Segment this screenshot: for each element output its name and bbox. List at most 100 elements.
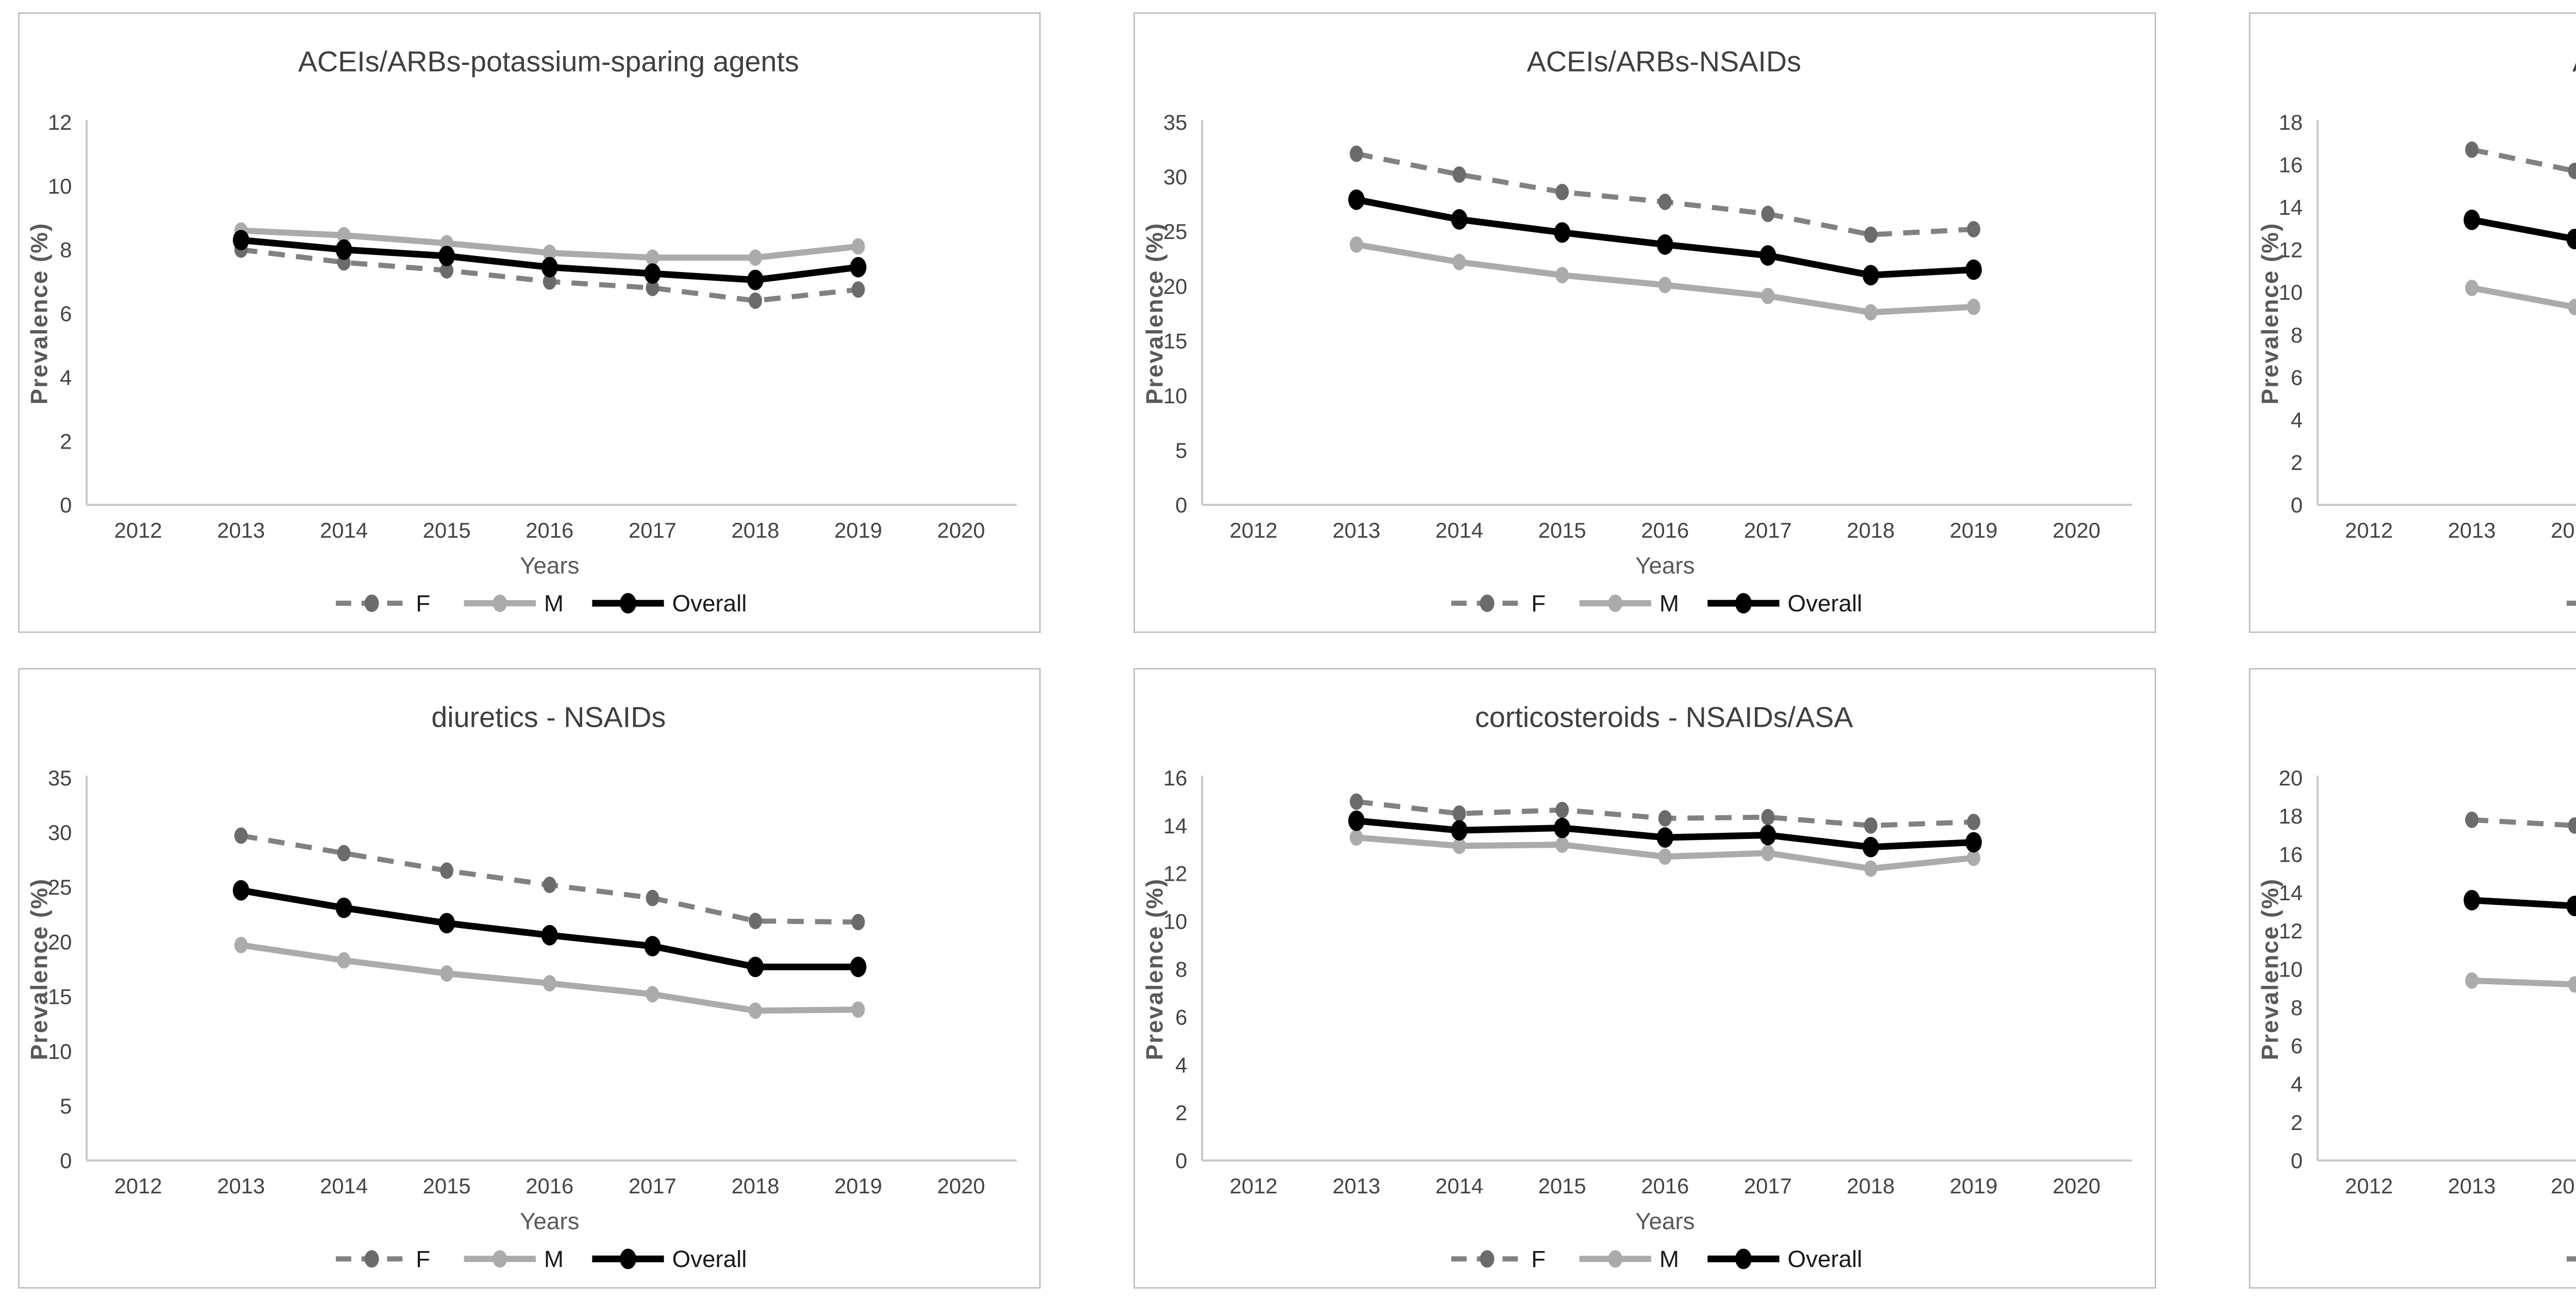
y-tick-label: 0 [1175,493,1187,517]
series-m [234,936,865,1019]
x-tick-label: 2017 [629,518,676,542]
data-point [1451,209,1468,230]
legend-item-f: F [335,590,430,617]
data-point [2463,209,2480,230]
y-tick-label: 10 [1163,384,1187,408]
y-tick-label: 10 [2279,957,2302,982]
x-tick-label: 2012 [114,1174,162,1198]
y-tick-label: 8 [60,238,72,262]
y-tick-label: 16 [2279,843,2302,867]
y-tick-label: 16 [1163,766,1187,790]
y-tick-label: 0 [60,1149,72,1173]
legend: F M Overall [1451,1246,1862,1272]
x-tick-label: 2013 [2448,1174,2496,1198]
legend-label: Overall [1788,590,1862,617]
legend-item-m: M [464,590,564,617]
data-point [1864,304,1878,321]
axes: 0 5 10 15 20 25 30 35 2012 2013 2014 2015 2016 2017 20… [1163,110,2132,542]
y-tick-label: 6 [1175,1005,1187,1029]
chart-panel-diuretics-nsaids: diuretics - NSAIDs 0 5 10 15 20 25 30 35 2012 201… [18,668,1041,1289]
data-point [2568,299,2576,316]
legend-label: Overall [1788,1246,1862,1272]
series-f [2465,811,2576,834]
y-tick-label: 30 [1163,165,1187,189]
y-axis-title: Prevalence (%) [26,222,53,404]
x-tick-label: 2018 [1847,518,1895,542]
y-tick-label: 2 [1175,1101,1187,1125]
x-tick-label: 2015 [423,518,471,542]
chart-panel-corticosteroids-nsaids-asa: corticosteroids - NSAIDs/ASA 0 2 4 6 8 10 12 14… [1133,668,2156,1289]
data-point [1761,845,1775,862]
y-tick-label: 14 [2279,195,2302,219]
x-tick-label: 2013 [2448,518,2496,542]
series-f [234,827,865,931]
data-point [543,244,556,261]
x-tick-label: 2019 [1950,518,1997,542]
chart-canvas-4: diuretics - NSAIDs 0 5 10 15 20 25 30 35 2012 201… [26,701,1017,1272]
y-tick-label: 4 [1175,1053,1187,1077]
data-point [335,897,352,918]
y-tick-label: 14 [1163,814,1187,838]
y-tick-label: 0 [1175,1149,1187,1173]
legend-label: F [416,590,430,617]
data-point [851,238,865,255]
data-point [2463,889,2480,911]
data-point [1349,236,1363,253]
y-tick-label: 25 [1163,219,1187,244]
legend-item-m: M [464,1246,564,1272]
x-tick-label: 2014 [2551,518,2576,542]
data-point [749,292,762,309]
data-point [851,914,865,931]
legend-item-f: F [335,1246,430,1272]
series-overall [232,230,867,290]
y-tick-label: 2 [60,429,72,453]
x-tick-label: 2013 [1332,1174,1380,1198]
x-tick-label: 2014 [1435,518,1483,542]
series-m [1349,829,1980,877]
series-m [2465,972,2576,993]
legend-label: M [544,590,564,617]
y-tick-label: 25 [48,875,72,899]
x-axis-title: Years [520,1208,579,1235]
series-m-line [2471,285,2576,311]
data-point [1862,265,1879,286]
data-point [851,1001,865,1018]
data-point [1658,810,1672,827]
chart-title: ACEIs/ARBs-NSAIDs [1527,45,1802,77]
data-point [646,986,659,1003]
legend-label: M [1659,1246,1679,1272]
y-axis-title: Prevalence (%) [1142,222,1168,404]
y-tick-label: 20 [2279,766,2302,790]
data-point [1452,253,1466,270]
data-point [438,246,455,266]
chart-title: ACEIs/ARBs-potassium-sparing agents [298,45,799,77]
y-tick-label: 12 [2279,238,2302,262]
y-tick-label: 8 [2291,996,2302,1020]
chart-title: ACEIs/ARBs+diuretics - NSAIDs [2572,45,2576,77]
data-point [543,273,556,290]
y-tick-label: 2 [2291,451,2302,475]
legend-label: M [544,1246,564,1272]
x-tick-label: 2014 [1435,1174,1483,1198]
data-point [234,936,248,953]
x-tick-label: 2017 [629,1174,676,1198]
legend-item-overall: Overall [592,1246,747,1272]
chart-title: corticosteroids - NSAIDs/ASA [1475,701,1854,733]
data-point [1349,145,1363,162]
data-point [2568,817,2576,834]
x-tick-label: 2018 [732,518,779,542]
data-point [850,256,867,278]
x-tick-label: 2013 [217,1174,265,1198]
data-point [2568,976,2576,993]
data-point [1656,827,1673,848]
y-axis-title: Prevalence (%) [2257,878,2283,1060]
data-point [1452,805,1466,822]
data-point [2465,972,2479,989]
y-tick-label: 0 [2291,493,2302,517]
x-tick-label: 2014 [320,1174,368,1198]
data-point [1864,226,1878,243]
series-m [1349,236,1980,321]
y-tick-label: 20 [48,930,72,954]
x-tick-label: 2019 [834,518,882,542]
